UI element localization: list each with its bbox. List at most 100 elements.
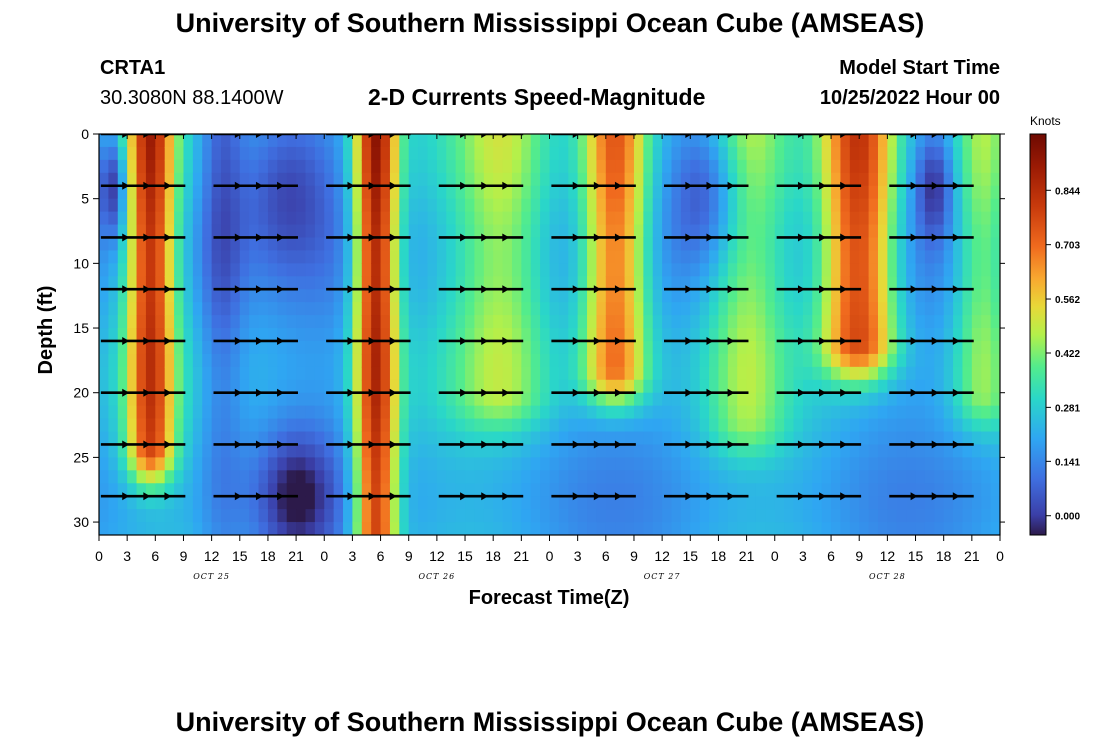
heatmap-cell	[211, 134, 222, 148]
heatmap-cell	[267, 405, 278, 420]
heatmap-cell	[680, 211, 691, 226]
heatmap-cell	[145, 353, 156, 368]
heatmap-cell	[455, 211, 466, 226]
heatmap-cell	[859, 353, 870, 368]
heatmap-cell	[737, 509, 748, 523]
x-axis-label: Forecast Time(Z)	[469, 587, 630, 609]
heatmap-cell	[568, 146, 579, 161]
heatmap-cell	[906, 263, 917, 277]
heatmap-cell	[127, 237, 138, 252]
heatmap-cell	[465, 276, 476, 290]
vector-arrowhead	[685, 492, 693, 501]
heatmap-cell	[605, 418, 616, 433]
heatmap-cell	[155, 431, 166, 446]
x-tick-label: 15	[908, 548, 924, 564]
heatmap-cell	[352, 250, 363, 264]
heatmap-cell	[849, 237, 860, 252]
heatmap-cell	[343, 185, 354, 200]
heatmap-cell	[981, 315, 992, 329]
heatmap-cell	[793, 340, 804, 355]
heatmap-cell	[624, 522, 635, 535]
heatmap-cell	[136, 146, 147, 161]
heatmap-cell	[990, 392, 1000, 407]
heatmap-cell	[943, 431, 954, 446]
heatmap-cell	[877, 457, 888, 471]
heatmap-cell	[793, 134, 804, 148]
heatmap-cell	[136, 457, 147, 471]
colorbar-tick-label: 0.562	[1055, 295, 1080, 306]
heatmap-cell	[990, 172, 1000, 187]
heatmap-cell	[558, 457, 569, 471]
vector-arrowhead	[614, 285, 622, 294]
heatmap-cell	[971, 328, 982, 342]
heatmap-cell	[174, 379, 185, 394]
heatmap-cell	[221, 431, 231, 446]
heatmap-cell	[943, 198, 954, 213]
heatmap-cell	[314, 185, 325, 200]
heatmap-cell	[596, 159, 607, 174]
heatmap-cell	[615, 405, 626, 420]
heatmap-cell	[849, 302, 860, 316]
heatmap-cell	[333, 289, 344, 303]
heatmap-cell	[521, 431, 532, 446]
vector-arrowhead	[481, 134, 489, 138]
heatmap-cell	[333, 146, 344, 161]
heatmap-cell	[380, 496, 391, 510]
heatmap-cell	[99, 224, 109, 239]
heatmap-cell	[493, 418, 504, 433]
heatmap-cell	[249, 431, 260, 446]
heatmap-cell	[662, 340, 673, 355]
heatmap-cell	[577, 431, 588, 446]
heatmap-cell	[277, 379, 288, 394]
heatmap-cell	[333, 134, 344, 148]
heatmap-cell	[277, 418, 288, 433]
heatmap-cell	[784, 276, 795, 290]
vector-arrowhead	[143, 233, 151, 242]
day-label: OCT 28	[869, 572, 906, 581]
heatmap-cell	[502, 444, 513, 458]
heatmap-cell	[211, 483, 222, 497]
vector-arrowhead	[460, 440, 468, 449]
heatmap-cell	[540, 366, 551, 381]
heatmap-cell	[333, 172, 344, 187]
heatmap-cell	[305, 470, 316, 484]
heatmap-cell	[136, 250, 147, 264]
vector-arrowhead	[389, 388, 397, 397]
heatmap-cell	[389, 315, 400, 329]
heatmap-cell	[587, 276, 598, 290]
heatmap-cell	[605, 289, 616, 303]
heatmap-cell	[427, 328, 438, 342]
heatmap-cell	[455, 289, 466, 303]
heatmap-cell	[840, 211, 851, 226]
heatmap-cell	[230, 289, 241, 303]
heatmap-cell	[155, 392, 166, 407]
heatmap-cell	[709, 250, 720, 264]
heatmap-cell	[267, 289, 278, 303]
heatmap-cell	[502, 134, 513, 148]
heatmap-cell	[455, 250, 466, 264]
heatmap-cell	[286, 483, 297, 497]
heatmap-cell	[399, 185, 410, 200]
heatmap-cell	[662, 172, 673, 187]
vector-arrowhead	[460, 388, 468, 397]
heatmap-cell	[221, 134, 231, 148]
heatmap-cell	[361, 263, 372, 277]
heatmap-cell	[333, 431, 344, 446]
heatmap-cell	[859, 431, 870, 446]
heatmap-cell	[249, 470, 260, 484]
heatmap-cell	[737, 457, 748, 471]
heatmap-cell	[343, 224, 354, 239]
heatmap-cell	[549, 237, 560, 252]
heatmap-cell	[267, 237, 278, 252]
heatmap-cell	[221, 289, 231, 303]
heatmap-cell	[258, 185, 269, 200]
vector-arrowhead	[593, 336, 601, 345]
heatmap-cell	[267, 496, 278, 510]
heatmap-cell	[521, 172, 532, 187]
heatmap-cell	[117, 263, 128, 277]
heatmap-cell	[831, 198, 842, 213]
heatmap-cell	[643, 431, 654, 446]
vector-arrowhead	[727, 233, 735, 242]
heatmap-cell	[117, 444, 128, 458]
heatmap-cell	[277, 159, 288, 174]
